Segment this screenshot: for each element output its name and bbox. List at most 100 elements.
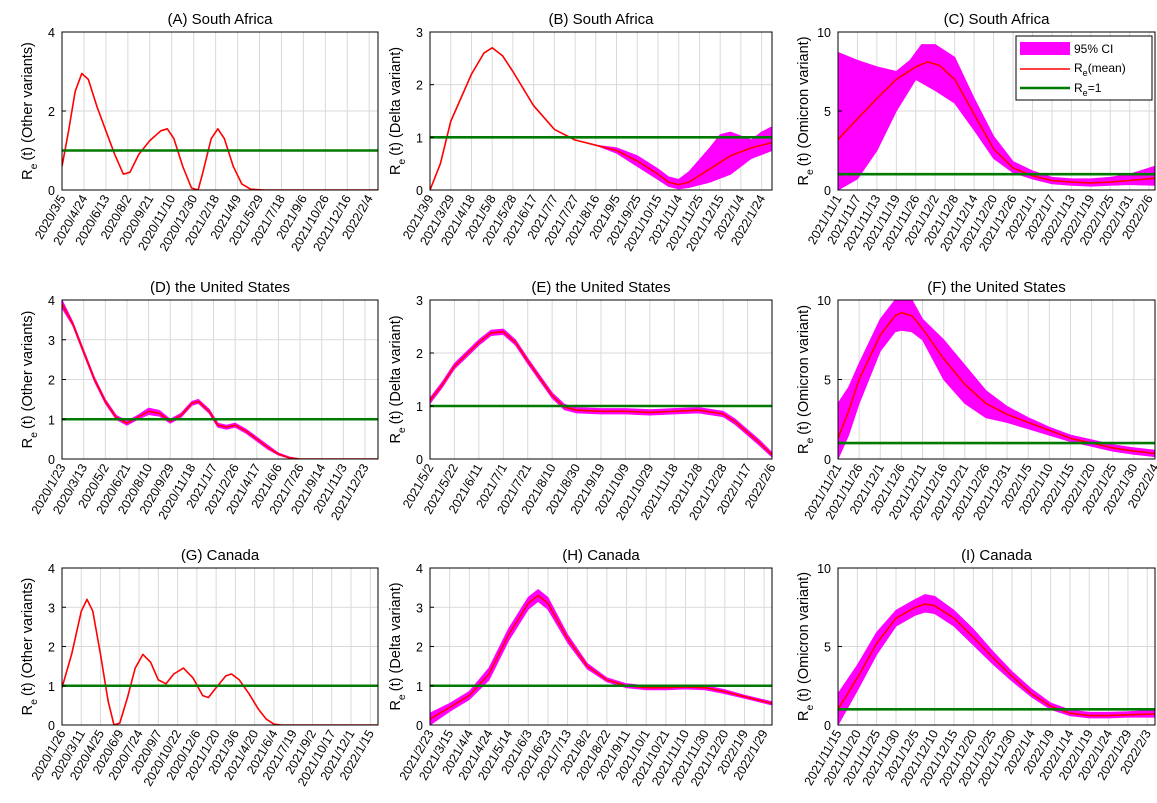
panel-title-i: (I) Canada — [961, 547, 1033, 564]
grid-f — [838, 300, 1156, 459]
y-label-main: R — [20, 438, 36, 448]
mean-line-e — [430, 331, 772, 456]
y-tick-label: 10 — [817, 562, 831, 576]
y-tick-label: 1 — [416, 131, 423, 145]
panel-b: 01232021/3/92021/3/292021/4/182021/5/820… — [388, 11, 773, 254]
y-tick-label: 10 — [817, 294, 831, 308]
grid-a — [62, 32, 378, 190]
y-tick-label: 4 — [416, 562, 423, 576]
y-tick-label: 4 — [48, 26, 55, 40]
panel-title-e: (E) the United States — [531, 279, 670, 296]
y-axis-label-a: Re (t) (Other variants) — [20, 42, 40, 180]
panel-c: 05102021/11/12021/11/72021/11/132021/11/… — [796, 11, 1156, 254]
y-axis-label-g: Re (t) (Other variants) — [20, 578, 40, 716]
y-tick-label: 0 — [416, 184, 423, 198]
y-label-sub: e — [396, 694, 408, 700]
panel-title-g: (G) Canada — [181, 547, 260, 564]
legend-ci-label: 95% CI — [1074, 42, 1113, 56]
ci-band-e — [430, 328, 772, 458]
mean-line-b — [430, 47, 772, 190]
mean-line-h — [430, 594, 772, 720]
y-tick-label: 3 — [48, 601, 55, 615]
panel-title-a: (A) South Africa — [167, 11, 273, 28]
y-label-main: R — [796, 444, 812, 454]
panel-e: 01232021/5/22021/5/222021/6/112021/7/120… — [388, 279, 779, 523]
y-tick-label: 2 — [48, 641, 55, 655]
y-label-sub: e — [28, 163, 40, 169]
panel-g: 012342020/1/262020/3/112020/4/252020/6/9… — [20, 547, 379, 789]
y-tick-label: 2 — [48, 374, 55, 388]
y-label-main: R — [796, 711, 812, 721]
y-axis-label-b: Re (t) (Delta variant) — [388, 47, 408, 175]
axes-frame-e — [429, 299, 773, 460]
grid-h — [430, 568, 772, 725]
y-axis-label-e: Re (t) (Delta variant) — [388, 315, 408, 443]
y-tick-label: 5 — [824, 105, 831, 119]
y-label-main: R — [388, 165, 404, 175]
y-label-rest: (t) (Delta variant) — [388, 582, 404, 691]
axes-frame-b — [429, 31, 773, 191]
y-label-sub: e — [28, 432, 40, 438]
y-axis-label-d: Re (t) (Other variants) — [20, 311, 40, 449]
y-label-rest: (t) (Omicron variant) — [796, 305, 812, 435]
grid-e — [430, 300, 773, 459]
y-tick-label: 2 — [416, 641, 423, 655]
y-tick-label: 4 — [48, 294, 55, 308]
grid-g — [62, 568, 378, 725]
panel-f: 05102021/11/212021/11/262021/12/12021/12… — [796, 279, 1157, 523]
y-tick-label: 0 — [416, 453, 423, 467]
ci-band-h — [430, 588, 772, 725]
y-tick-label: 0 — [48, 453, 55, 467]
y-tick-label: 5 — [824, 641, 831, 655]
y-label-main: R — [20, 169, 36, 179]
panel-title-f: (F) the United States — [927, 279, 1065, 296]
y-tick-label: 0 — [824, 184, 831, 198]
y-label-main: R — [388, 433, 404, 443]
ci-band-i — [838, 594, 1155, 725]
ci-band-b — [430, 47, 772, 190]
y-tick-label: 1 — [48, 413, 55, 427]
y-label-rest: (t) (Other variants) — [20, 311, 36, 429]
legend-ref-label: Re=1 — [1074, 81, 1102, 98]
panel-h: 012342021/2/232021/3/152021/4/42021/4/24… — [388, 547, 773, 789]
y-axis-label-f: Re (t) (Omicron variant) — [796, 305, 816, 454]
panel-a: 0242020/3/52020/4/242020/6/132020/8/2202… — [20, 11, 379, 254]
y-label-rest: (t) (Other variants) — [20, 578, 36, 696]
y-tick-label: 10 — [817, 26, 831, 40]
y-label-main: R — [20, 705, 36, 715]
mean-line-d — [62, 303, 378, 459]
y-label-sub: e — [804, 438, 816, 444]
y-tick-label: 2 — [48, 105, 55, 119]
y-label-main: R — [796, 175, 812, 185]
y-tick-label: 3 — [416, 294, 423, 308]
y-tick-label: 0 — [48, 184, 55, 198]
y-tick-label: 5 — [824, 374, 831, 388]
y-label-sub: e — [396, 159, 408, 165]
y-label-main: R — [388, 700, 404, 710]
y-tick-label: 0 — [824, 453, 831, 467]
mean-line-a — [62, 72, 378, 190]
mean-line-c — [838, 61, 1155, 184]
y-label-sub: e — [804, 169, 816, 175]
plot-area-d — [62, 300, 378, 459]
plot-area-f — [838, 300, 1155, 459]
plot-area-i — [838, 594, 1155, 725]
mean-line-g — [62, 598, 378, 725]
ci-band-f — [838, 300, 1155, 459]
mean-line-i — [838, 603, 1155, 717]
grid-d — [62, 300, 378, 459]
y-label-rest: (t) (Omicron variant) — [796, 36, 812, 166]
legend-mean-label: Re(mean) — [1074, 61, 1126, 78]
panel-title-h: (H) Canada — [562, 547, 640, 564]
plot-area-h — [430, 588, 772, 725]
panel-title-b: (B) South Africa — [548, 11, 654, 28]
y-tick-label: 3 — [416, 601, 423, 615]
y-tick-label: 1 — [416, 400, 423, 414]
y-tick-label: 2 — [416, 79, 423, 93]
y-label-sub: e — [28, 699, 40, 705]
y-tick-label: 2 — [416, 347, 423, 361]
y-tick-label: 1 — [416, 680, 423, 694]
y-label-rest: (t) (Other variants) — [20, 42, 36, 160]
y-tick-label: 3 — [416, 26, 423, 40]
